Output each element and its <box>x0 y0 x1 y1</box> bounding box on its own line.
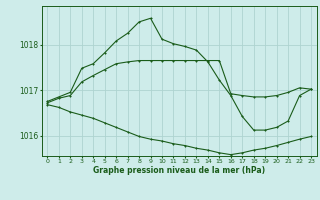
X-axis label: Graphe pression niveau de la mer (hPa): Graphe pression niveau de la mer (hPa) <box>93 166 265 175</box>
